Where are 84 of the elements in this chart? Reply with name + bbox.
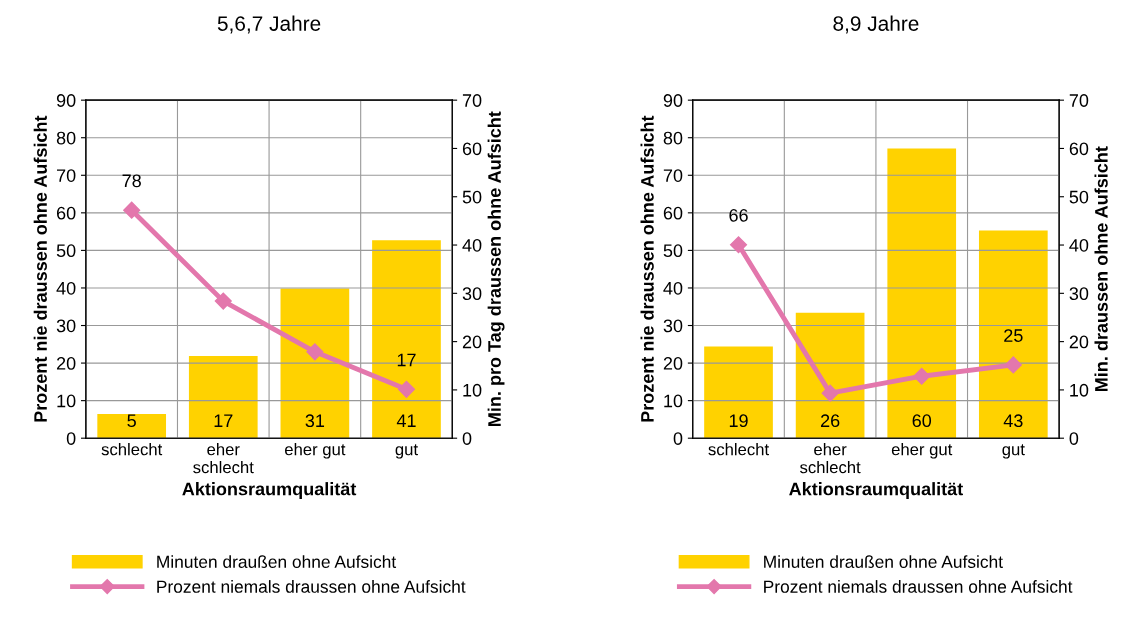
- y2-tick-label: 50: [1069, 190, 1089, 204]
- y2-tick-label: 20: [462, 335, 482, 349]
- data-label: 17: [214, 414, 233, 427]
- bar: [97, 414, 167, 439]
- x-axis-title: Aktionsraumqualität: [182, 482, 357, 499]
- y2-axis-title: Min. pro Tag draussen ohne Aufsicht: [487, 111, 505, 426]
- y-tick-label: 60: [56, 206, 76, 220]
- bar: [887, 148, 957, 439]
- bar: [188, 356, 258, 439]
- y2-tick-label: 10: [1070, 383, 1089, 397]
- chart-title: 8,9 Jahre: [833, 15, 919, 34]
- y-tick-label: 50: [56, 244, 76, 258]
- annotation: 78: [122, 174, 141, 188]
- y-tick-label: 20: [663, 357, 683, 370]
- point: [123, 201, 141, 219]
- y2-tick-label: 0: [462, 432, 472, 445]
- y2-tick-label: 70: [1069, 94, 1089, 107]
- y2-tick-label: 30: [462, 287, 482, 301]
- bar: [372, 240, 441, 439]
- y-tick-label: 10: [664, 394, 683, 408]
- y2-tick-label: 10: [463, 383, 482, 397]
- bar: [280, 288, 350, 439]
- annotation: 25: [1004, 329, 1023, 342]
- y2-tick-label: 30: [1069, 287, 1089, 301]
- data-label: 43: [1003, 414, 1023, 428]
- data-label: 5: [127, 414, 136, 428]
- bar: [978, 230, 1048, 439]
- y-axis-title: Prozent nie draussen ohne Aufsicht: [640, 115, 654, 422]
- x-tick-label: eher gut: [891, 443, 953, 459]
- y2-tick-label: 60: [1069, 142, 1089, 156]
- y2-tick-label: 40: [462, 238, 482, 252]
- y-tick-label: 40: [663, 281, 683, 295]
- annotation: 66: [729, 208, 748, 222]
- y-tick-label: 70: [663, 169, 683, 182]
- x-tick-label: gut: [395, 444, 418, 459]
- y-tick-label: 50: [663, 244, 683, 258]
- y-tick-label: 90: [56, 94, 76, 107]
- point: [1004, 356, 1022, 374]
- data-label: 31: [305, 414, 325, 428]
- annotation: 17: [397, 353, 416, 367]
- y-tick-label: 0: [66, 432, 76, 445]
- y-tick-label: 20: [56, 357, 76, 370]
- point: [913, 367, 931, 385]
- x-tick-label: schlecht: [708, 443, 769, 456]
- point: [214, 292, 232, 310]
- legend-label: Minuten draußen ohne Aufsicht: [157, 555, 397, 568]
- y2-tick-label: 50: [462, 190, 482, 204]
- y2-tick-label: 20: [1069, 335, 1089, 349]
- y-tick-label: 40: [56, 281, 76, 295]
- y2-tick-label: 70: [462, 94, 482, 107]
- x-tick-label: schlecht: [101, 443, 163, 456]
- y-tick-label: 30: [56, 319, 76, 333]
- y-tick-label: 90: [663, 94, 683, 107]
- legend-label: Prozent niemals draussen ohne Aufsicht: [764, 580, 1073, 593]
- y-tick-label: 0: [673, 432, 683, 445]
- y-tick-label: 10: [57, 394, 76, 408]
- legend-label: Minuten draußen ohne Aufsicht: [764, 555, 1003, 568]
- data-label: 60: [912, 414, 932, 428]
- data-label: 19: [729, 414, 748, 428]
- x-tick-label: eher schlecht: [193, 443, 254, 474]
- bar: [704, 346, 773, 439]
- y-axis-title: Prozent nie draussen ohne Aufsicht: [33, 115, 47, 422]
- data-label: 41: [396, 414, 416, 427]
- x-tick-label: gut: [1002, 444, 1025, 459]
- y-tick-label: 70: [57, 169, 76, 182]
- y2-axis-title: Min. draussen ohne Aufsicht: [1094, 146, 1108, 392]
- y2-tick-label: 0: [1069, 432, 1079, 445]
- x-axis-title: Aktionsraumqualität: [789, 482, 963, 499]
- x-tick-label: eher schlecht: [800, 443, 861, 474]
- y-tick-label: 60: [663, 206, 683, 220]
- point: [821, 384, 839, 402]
- y2-tick-label: 40: [1069, 238, 1089, 252]
- y2-tick-label: 60: [462, 142, 482, 156]
- x-tick-label: eher gut: [285, 443, 346, 459]
- point: [397, 380, 416, 398]
- y-tick-label: 30: [663, 319, 683, 333]
- chart-title: 5,6,7 Jahre: [217, 15, 321, 34]
- data-label: 26: [820, 414, 840, 428]
- point: [729, 236, 748, 254]
- point: [306, 343, 324, 361]
- bar: [795, 312, 865, 439]
- y-tick-label: 80: [663, 131, 683, 145]
- legend-label: Prozent niemals draussen ohne Aufsicht: [157, 580, 466, 593]
- y-tick-label: 80: [56, 131, 76, 145]
